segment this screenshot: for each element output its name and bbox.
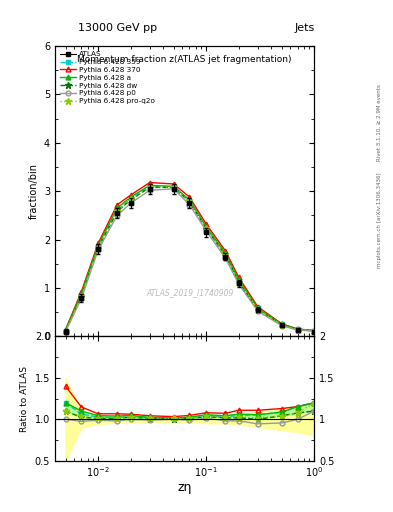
Text: 13000 GeV pp: 13000 GeV pp [78,23,158,33]
Text: mcplots.cern.ch [arXiv:1306.3436]: mcplots.cern.ch [arXiv:1306.3436] [377,173,382,268]
Y-axis label: Ratio to ATLAS: Ratio to ATLAS [20,366,29,432]
Text: Jets: Jets [294,23,314,33]
X-axis label: zη: zη [178,481,192,494]
Text: ATLAS_2019_I1740909: ATLAS_2019_I1740909 [146,288,233,297]
Text: Rivet 3.1.10, ≥ 2.9M events: Rivet 3.1.10, ≥ 2.9M events [377,84,382,161]
Legend: ATLAS, Pythia 6.428 359, Pythia 6.428 370, Pythia 6.428 a, Pythia 6.428 dw, Pyth: ATLAS, Pythia 6.428 359, Pythia 6.428 37… [59,50,156,106]
Text: Momentum fraction z(ATLAS jet fragmentation): Momentum fraction z(ATLAS jet fragmentat… [77,55,292,64]
Y-axis label: fraction/bin: fraction/bin [28,163,39,219]
